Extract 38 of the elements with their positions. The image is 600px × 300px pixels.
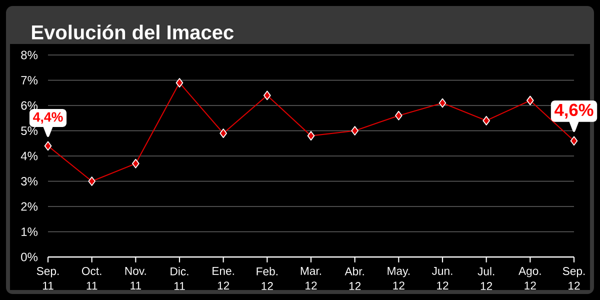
- x-tick-label: Sep. 11: [36, 267, 59, 290]
- annotation: 4,4%: [33, 112, 63, 124]
- point: [307, 131, 315, 141]
- point: [570, 136, 578, 146]
- x-tick-label: Jul. 12: [478, 267, 494, 290]
- point: [264, 90, 271, 100]
- x-tick-label: May. 12: [388, 267, 410, 290]
- x-tick-label: Dic. 11: [170, 267, 188, 290]
- x-tick-label: Abr. 12: [344, 267, 364, 290]
- x-tick-label: Feb. 12: [256, 267, 278, 290]
- y-tick-label: 6%: [21, 101, 38, 110]
- point: [132, 158, 140, 168]
- x-tick-label: Mar. 12: [300, 267, 321, 290]
- y-tick-label: 8%: [21, 50, 38, 60]
- point: [526, 96, 534, 106]
- annotation: 4,6%: [554, 104, 594, 119]
- point: [44, 141, 52, 151]
- y-tick-label: 4%: [20, 152, 38, 160]
- point: [220, 128, 228, 138]
- point: [88, 176, 96, 186]
- point: [176, 78, 184, 88]
- y-tick-label: 2%: [21, 202, 38, 211]
- x-tick-label: Oct. 11: [82, 267, 102, 290]
- point: [438, 98, 446, 108]
- x-tick-label: Nov. 11: [125, 267, 146, 290]
- y-tick-label: 0%: [21, 252, 38, 262]
- point: [482, 116, 490, 126]
- chart-title: Evolución del Imacec: [32, 24, 234, 40]
- point: [351, 126, 359, 136]
- y-tick-label: 5%: [21, 126, 38, 135]
- x-tick-label: Jun. 12: [432, 267, 452, 290]
- point: [394, 110, 402, 120]
- x-tick-label: Ene. 12: [212, 267, 234, 290]
- y-tick-label: 3%: [21, 177, 38, 186]
- x-tick-label: Sep. 12: [562, 267, 585, 290]
- x-tick-label: Ago. 12: [518, 267, 541, 290]
- y-tick-label: 1%: [22, 228, 38, 236]
- y-tick-label: 7%: [21, 76, 38, 84]
